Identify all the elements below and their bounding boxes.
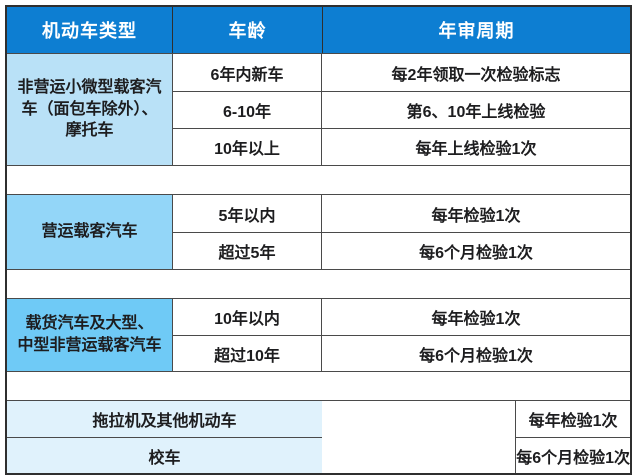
cycle-cell: 每6个月检验1次 bbox=[322, 232, 630, 269]
group-tractors-and-school-bus: 拖拉机及其他机动车 每年检验1次 校车 每6个月检验1次 bbox=[7, 400, 630, 473]
cycle-cell: 每年检验1次 bbox=[322, 195, 630, 232]
table-header-row: 机动车类型 车龄 年审周期 bbox=[7, 7, 630, 53]
cycle-cell: 每6个月检验1次 bbox=[322, 335, 630, 371]
age-cell: 10年以上 bbox=[172, 128, 322, 165]
header-vehicle-type: 机动车类型 bbox=[42, 21, 137, 41]
cycle-cell: 每年上线检验1次 bbox=[322, 128, 630, 165]
age-cell: 6-10年 bbox=[172, 91, 322, 128]
age-cell: 5年以内 bbox=[172, 195, 322, 232]
age-cell: 超过5年 bbox=[172, 232, 322, 269]
cycle-cell: 每年检验1次 bbox=[322, 299, 630, 335]
age-cell: 超过10年 bbox=[172, 335, 322, 371]
category-cell-non-operating-small-passenger: 非营运小微型载客汽 车（面包车除外）、 摩托车 bbox=[7, 54, 172, 165]
age-cell: 10年以内 bbox=[172, 299, 322, 335]
group-trucks-large-medium: 载货汽车及大型、 中型非营运载客汽车 10年以内 每年检验1次 超过10年 每6… bbox=[7, 298, 630, 372]
cycle-cell: 每2年领取一次检验标志 bbox=[322, 54, 630, 91]
cycle-cell: 每年检验1次 bbox=[515, 401, 630, 437]
cycle-cell: 每6个月检验1次 bbox=[515, 437, 630, 473]
header-inspection-cycle: 年审周期 bbox=[322, 7, 630, 53]
group-non-operating-small-passenger: 非营运小微型载客汽 车（面包车除外）、 摩托车 6年内新车 每2年领取一次检验标… bbox=[7, 53, 630, 166]
header-vehicle-age: 车龄 bbox=[172, 7, 322, 53]
category-cell-tractors: 拖拉机及其他机动车 bbox=[7, 401, 322, 437]
group-operating-passenger: 营运载客汽车 5年以内 每年检验1次 超过5年 每6个月检验1次 bbox=[7, 194, 630, 270]
category-cell-school-bus: 校车 bbox=[7, 437, 322, 473]
section-spacer bbox=[7, 270, 630, 298]
section-spacer bbox=[7, 166, 630, 194]
section-spacer bbox=[7, 372, 630, 400]
category-cell-operating-passenger: 营运载客汽车 bbox=[7, 195, 172, 269]
cycle-cell: 第6、10年上线检验 bbox=[322, 91, 630, 128]
age-cell: 6年内新车 bbox=[172, 54, 322, 91]
category-cell-trucks-large-medium: 载货汽车及大型、 中型非营运载客汽车 bbox=[7, 299, 172, 371]
vehicle-inspection-table: 机动车类型 车龄 年审周期 非营运小微型载客汽 车（面包车除外）、 摩托车 6年… bbox=[5, 5, 632, 475]
